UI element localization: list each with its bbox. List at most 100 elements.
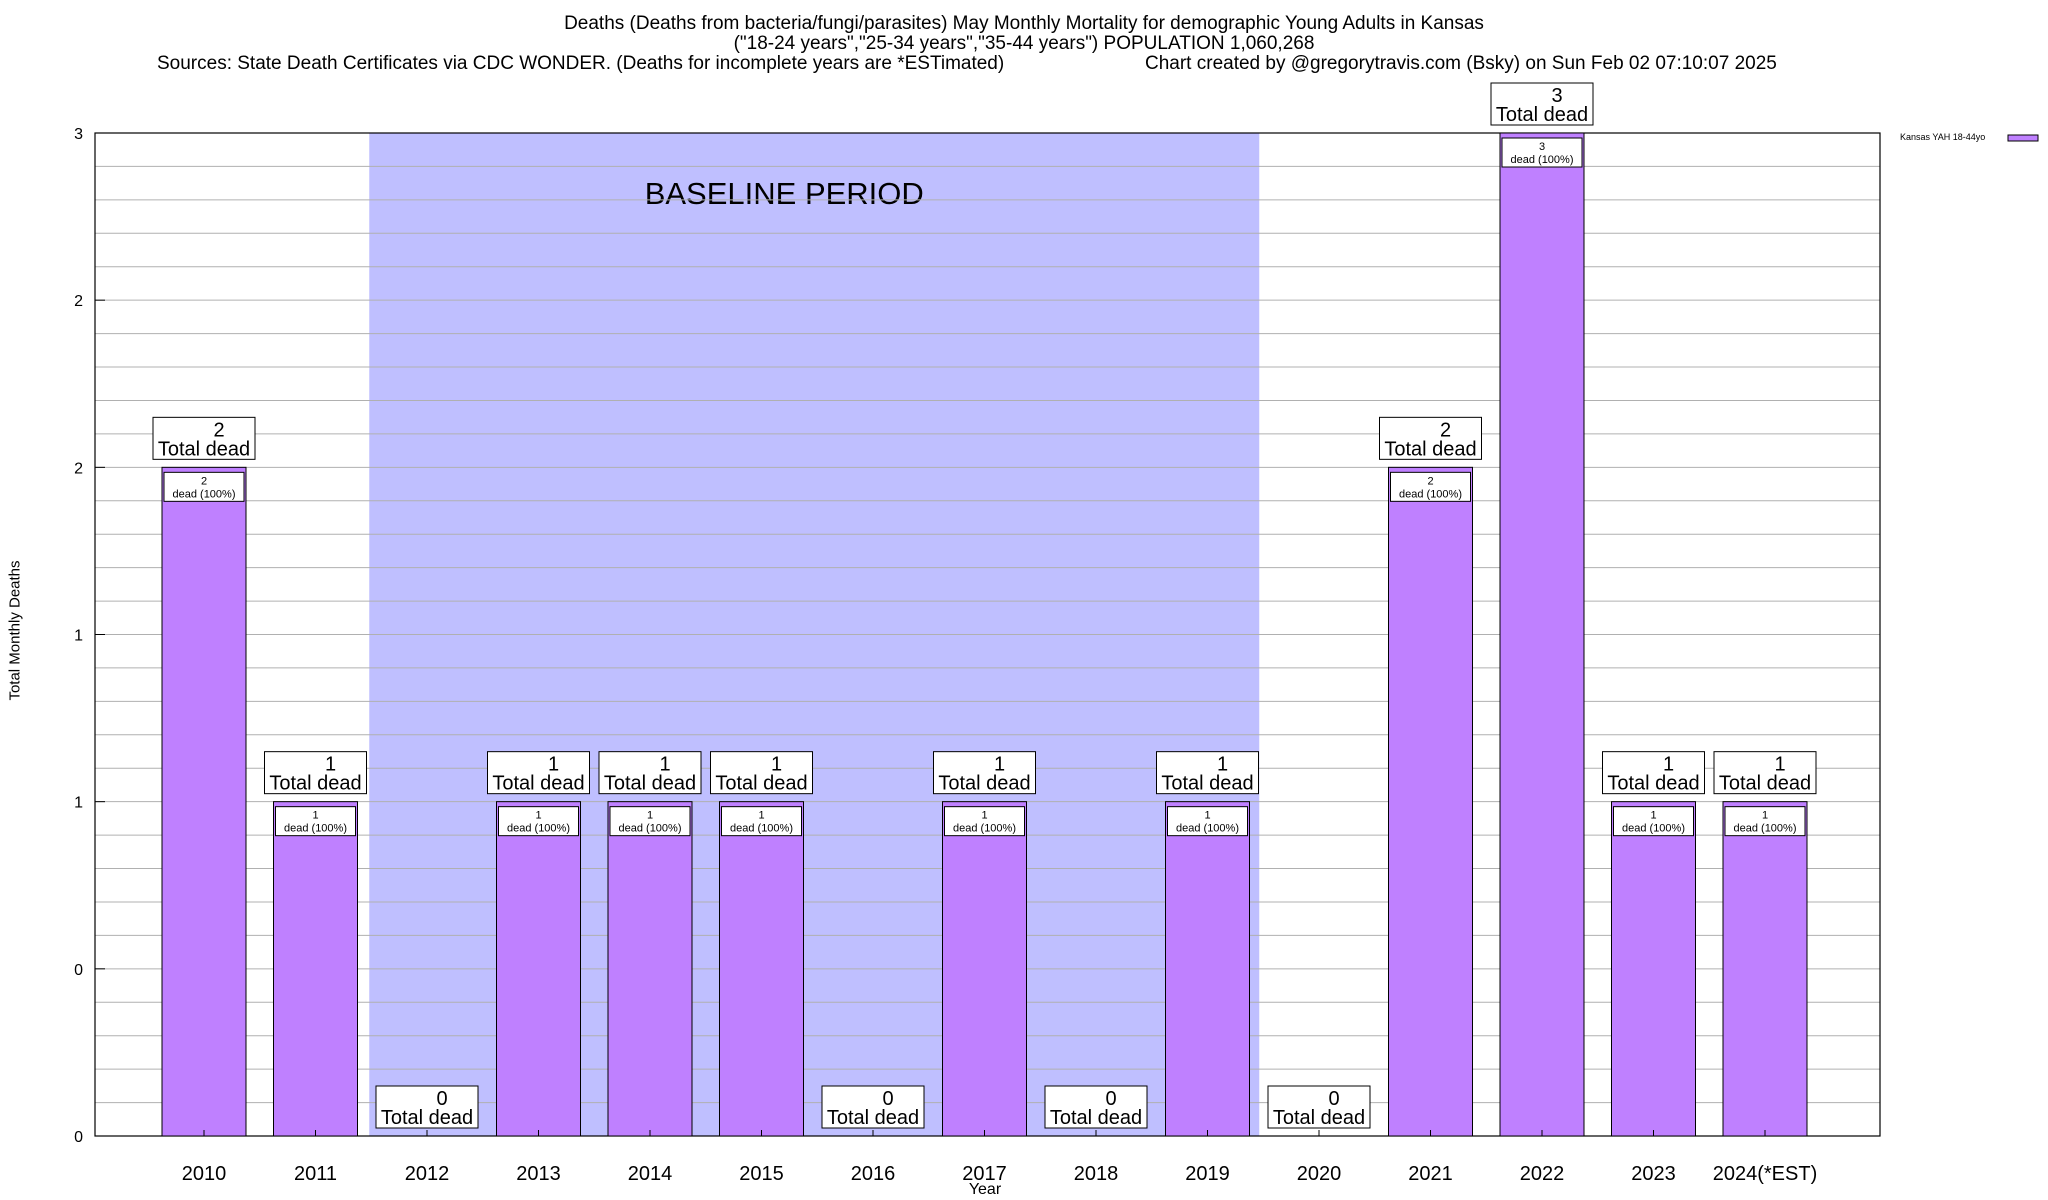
chart-title-line-3: Sources: State Death Certificates via CD… [0,53,2048,119]
y-tick-label: 2 [74,293,83,310]
bar-inner-label-box [1501,137,1583,168]
x-tick-label: 2019 [1185,1163,1230,1185]
bar [942,801,1027,1137]
bar [496,801,581,1137]
bar-inner-label-box [1613,806,1694,837]
y-axis-label: Total Monthly Deaths [6,560,24,701]
bar [1165,801,1250,1137]
bar-inner-label-box [1167,806,1248,837]
bar-top-label-count: 0 [1328,1088,1339,1110]
bar-top-label-box [1044,1085,1148,1129]
bar-top-label-count: 2 [1440,419,1451,441]
x-tick-label: 2012 [405,1163,450,1185]
bar-top-label-text: Total dead [1050,1107,1142,1129]
bar-top-label-text: Total dead [604,773,696,795]
bar-top-label-box [1156,751,1259,795]
bar-inner-label-box [163,471,245,502]
bar-top-label-text: Total dead [381,1107,473,1129]
bar-top-label-count: 1 [1774,754,1785,776]
y-tick-label: 0 [74,1129,83,1146]
bar-inner-label-text: dead (100%) [1176,823,1239,835]
legend-swatch [2007,134,2039,142]
bar [719,801,804,1137]
bar-inner-label-text: dead (100%) [284,823,347,835]
source-note: Sources: State Death Certificates via CD… [157,53,1005,74]
bar-inner-label-text: dead (100%) [1511,154,1574,166]
bar-inner-label-box [609,806,691,837]
x-tick-label: 2011 [294,1163,337,1185]
bar-top-label-box [933,751,1036,795]
bar [1388,466,1473,1137]
bar-inner-label-count: 1 [1762,810,1768,822]
bar-inner-label-box [1390,471,1471,502]
bar-top-label-box [1379,416,1482,460]
bar-top-label-box [710,751,813,795]
x-tick-label: 2022 [1520,1163,1565,1185]
bar-top-label-text: Total dead [938,773,1030,795]
bar-top-label-count: 1 [1217,754,1228,776]
bar-top-label-box [598,751,702,795]
bar-top-label-text: Total dead [715,773,807,795]
legend-label: Kansas YAH 18-44yo [1900,132,1986,142]
bar-inner-label-box [1724,806,1806,837]
bar-inner-label-text: dead (100%) [1399,488,1462,500]
x-tick-label: 2017 [962,1163,1007,1185]
bar-top-label-count: 1 [548,754,559,776]
credit-note: Chart created by @gregorytravis.com (Bsk… [1145,53,1777,74]
x-tick-label: 2014 [628,1163,673,1185]
x-tick-label: 2020 [1297,1163,1342,1185]
bar-inner-label-count: 3 [1539,141,1545,153]
bar-top-label-count: 1 [325,754,336,776]
bar-top-label-count: 1 [1663,754,1674,776]
bar-top-label-count: 1 [994,754,1005,776]
bar-inner-label-text: dead (100%) [619,823,682,835]
bar-top-label-box [487,751,590,795]
bar-top-label-box [1713,751,1817,795]
bar-inner-label-text: dead (100%) [173,488,236,500]
bar-top-label-box [375,1085,479,1129]
bar-top-label-text: Total dead [1607,773,1699,795]
bar-top-label-text: Total dead [269,773,361,795]
bar [1611,801,1696,1137]
x-tick-label: 2024(*EST) [1713,1163,1818,1185]
x-tick-label: 2023 [1631,1163,1676,1185]
bar-top-label-box [1490,82,1594,126]
y-tick-label: 2 [74,460,83,477]
bar-top-label-count: 0 [436,1088,447,1110]
bar-inner-label-text: dead (100%) [1622,823,1685,835]
y-tick-label: 3 [74,126,83,143]
bar-inner-label-box [944,806,1025,837]
chart-title-line-2: ("18-24 years","25-34 years","35-44 year… [733,33,1315,54]
bar-top-label-box [1267,1085,1371,1129]
bar-top-label-box [1602,751,1705,795]
bar-inner-label-count: 1 [312,810,318,822]
x-tick-label: 2016 [851,1163,896,1185]
bar-top-label-text: Total dead [827,1107,919,1129]
bar-inner-label-count: 1 [1650,810,1656,822]
bar-inner-label-text: dead (100%) [507,823,570,835]
bar-inner-label-box [498,806,579,837]
bar [1499,132,1585,1137]
x-tick-label: 2021 [1408,1163,1453,1185]
chart-title-line-1: Deaths (Deaths from bacteria/fungi/paras… [564,13,1484,34]
bar-top-label-text: Total dead [492,773,584,795]
bar-inner-label-box [275,806,356,837]
bar-inner-label-text: dead (100%) [730,823,793,835]
x-tick-label: 2010 [182,1163,227,1185]
y-tick-label: 1 [74,795,83,812]
bar-top-label-count: 2 [213,419,224,441]
bar-top-label-text: Total dead [1496,104,1588,126]
baseline-label: BASELINE PERIOD [645,176,924,211]
bar-top-label-box [264,751,367,795]
bar-inner-label-count: 1 [535,810,541,822]
bar-inner-label-count: 1 [1204,810,1210,822]
bar-inner-label-count: 1 [647,810,653,822]
bar-top-label-text: Total dead [1384,438,1476,460]
x-axis-label: Year [968,1181,1002,1198]
bar-top-label-count: 0 [1105,1088,1116,1110]
bar-top-label-count: 3 [1551,85,1562,107]
bar-inner-label-count: 2 [1427,475,1433,487]
bar-top-label-text: Total dead [158,438,250,460]
bar-top-label-text: Total dead [1719,773,1811,795]
